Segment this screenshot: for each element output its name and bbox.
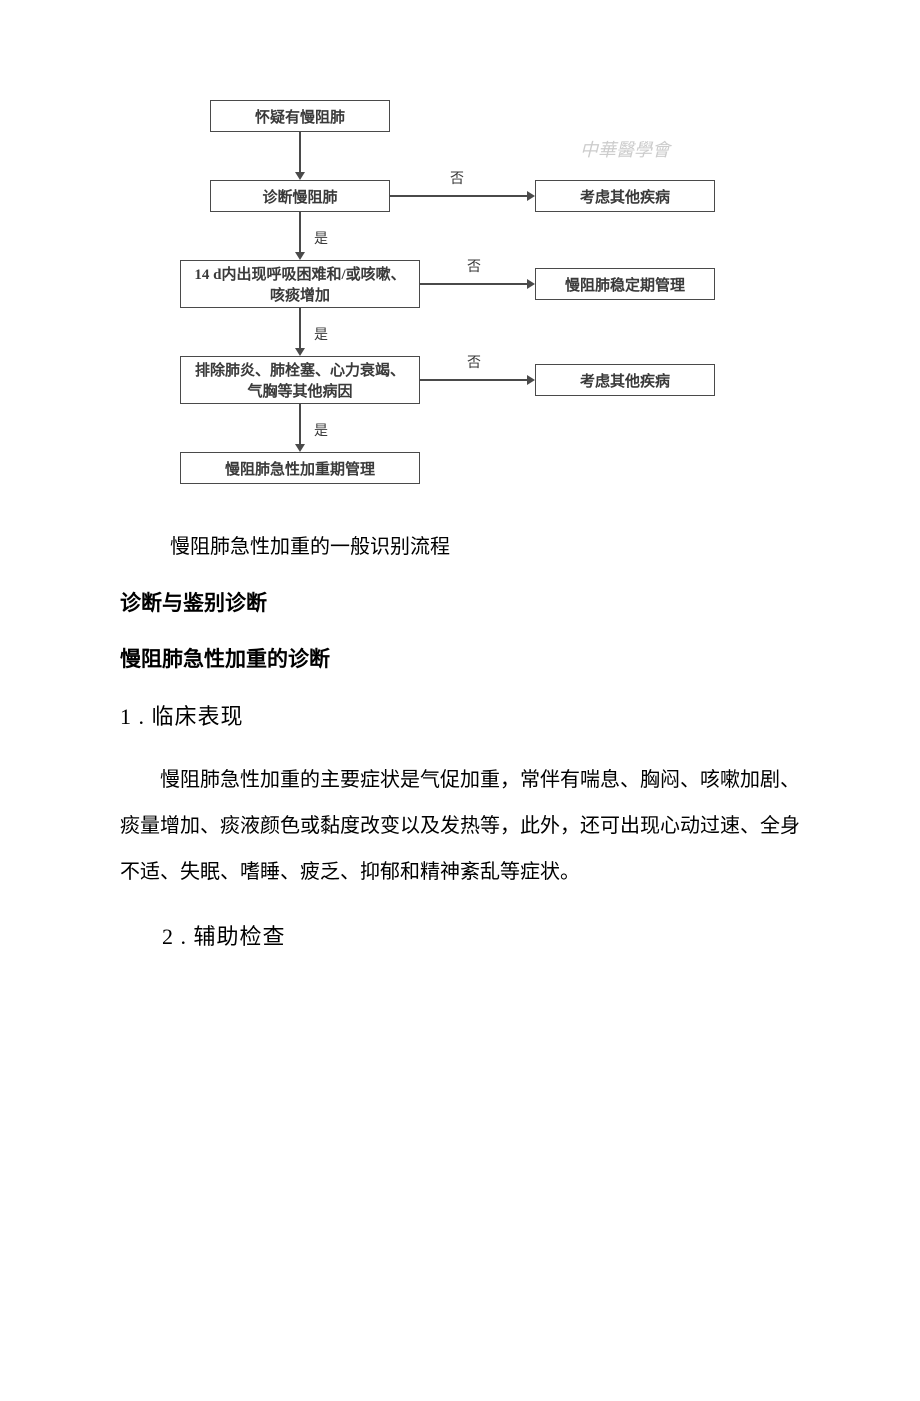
flowchart-edge (390, 195, 527, 197)
flowchart-edge (299, 308, 301, 348)
arrow-head-icon (295, 172, 305, 180)
arrow-head-icon (295, 444, 305, 452)
flowchart-node: 慢阻肺急性加重期管理 (180, 452, 420, 484)
flowchart-edge (299, 212, 301, 252)
flowchart-node: 考虑其他疾病 (535, 364, 715, 396)
flowchart-edge-label: 否 (448, 168, 466, 188)
arrow-head-icon (527, 279, 535, 289)
flowchart-node: 14 d内出现呼吸困难和/或咳嗽、咳痰增加 (180, 260, 420, 308)
flowchart-edge-label: 是 (312, 420, 330, 440)
heading-copd-diagnosis: 慢阻肺急性加重的诊断 (120, 643, 800, 673)
section-1-body: 慢阻肺急性加重的主要症状是气促加重，常伴有喘息、胸闷、咳嗽加剧、痰量增加、痰液颜… (120, 757, 800, 895)
flowchart-edge (299, 404, 301, 444)
flowchart-node: 慢阻肺稳定期管理 (535, 268, 715, 300)
flowchart-node: 怀疑有慢阻肺 (210, 100, 390, 132)
flowchart-node: 诊断慢阻肺 (210, 180, 390, 212)
section-2-title: 2 . 辅助检查 (162, 919, 800, 951)
document-content: 慢阻肺急性加重的一般识别流程 诊断与鉴别诊断 慢阻肺急性加重的诊断 1 . 临床… (0, 530, 920, 951)
arrow-head-icon (295, 348, 305, 356)
flowchart-edge-label: 否 (465, 352, 483, 372)
flowchart-edge-label: 是 (312, 228, 330, 248)
heading-diagnosis: 诊断与鉴别诊断 (120, 587, 800, 617)
flowchart-edge-label: 否 (465, 256, 483, 276)
flowchart-node: 考虑其他疾病 (535, 180, 715, 212)
figure-caption: 慢阻肺急性加重的一般识别流程 (170, 530, 800, 559)
flowchart-edge (299, 132, 301, 172)
section-1-title: 1 . 临床表现 (120, 699, 800, 731)
arrow-head-icon (527, 191, 535, 201)
flowchart-edge (420, 379, 527, 381)
arrow-head-icon (295, 252, 305, 260)
watermark: 中華醫學會 (580, 136, 670, 162)
flowchart-edge-label: 是 (312, 324, 330, 344)
arrow-head-icon (527, 375, 535, 385)
flowchart-node: 排除肺炎、肺栓塞、心力衰竭、气胸等其他病因 (180, 356, 420, 404)
flowchart-edge (420, 283, 527, 285)
flowchart-container: 中華醫學會 怀疑有慢阻肺诊断慢阻肺 14 d内出现呼吸困难和/或咳嗽、咳痰增加排除肺… (180, 100, 740, 500)
